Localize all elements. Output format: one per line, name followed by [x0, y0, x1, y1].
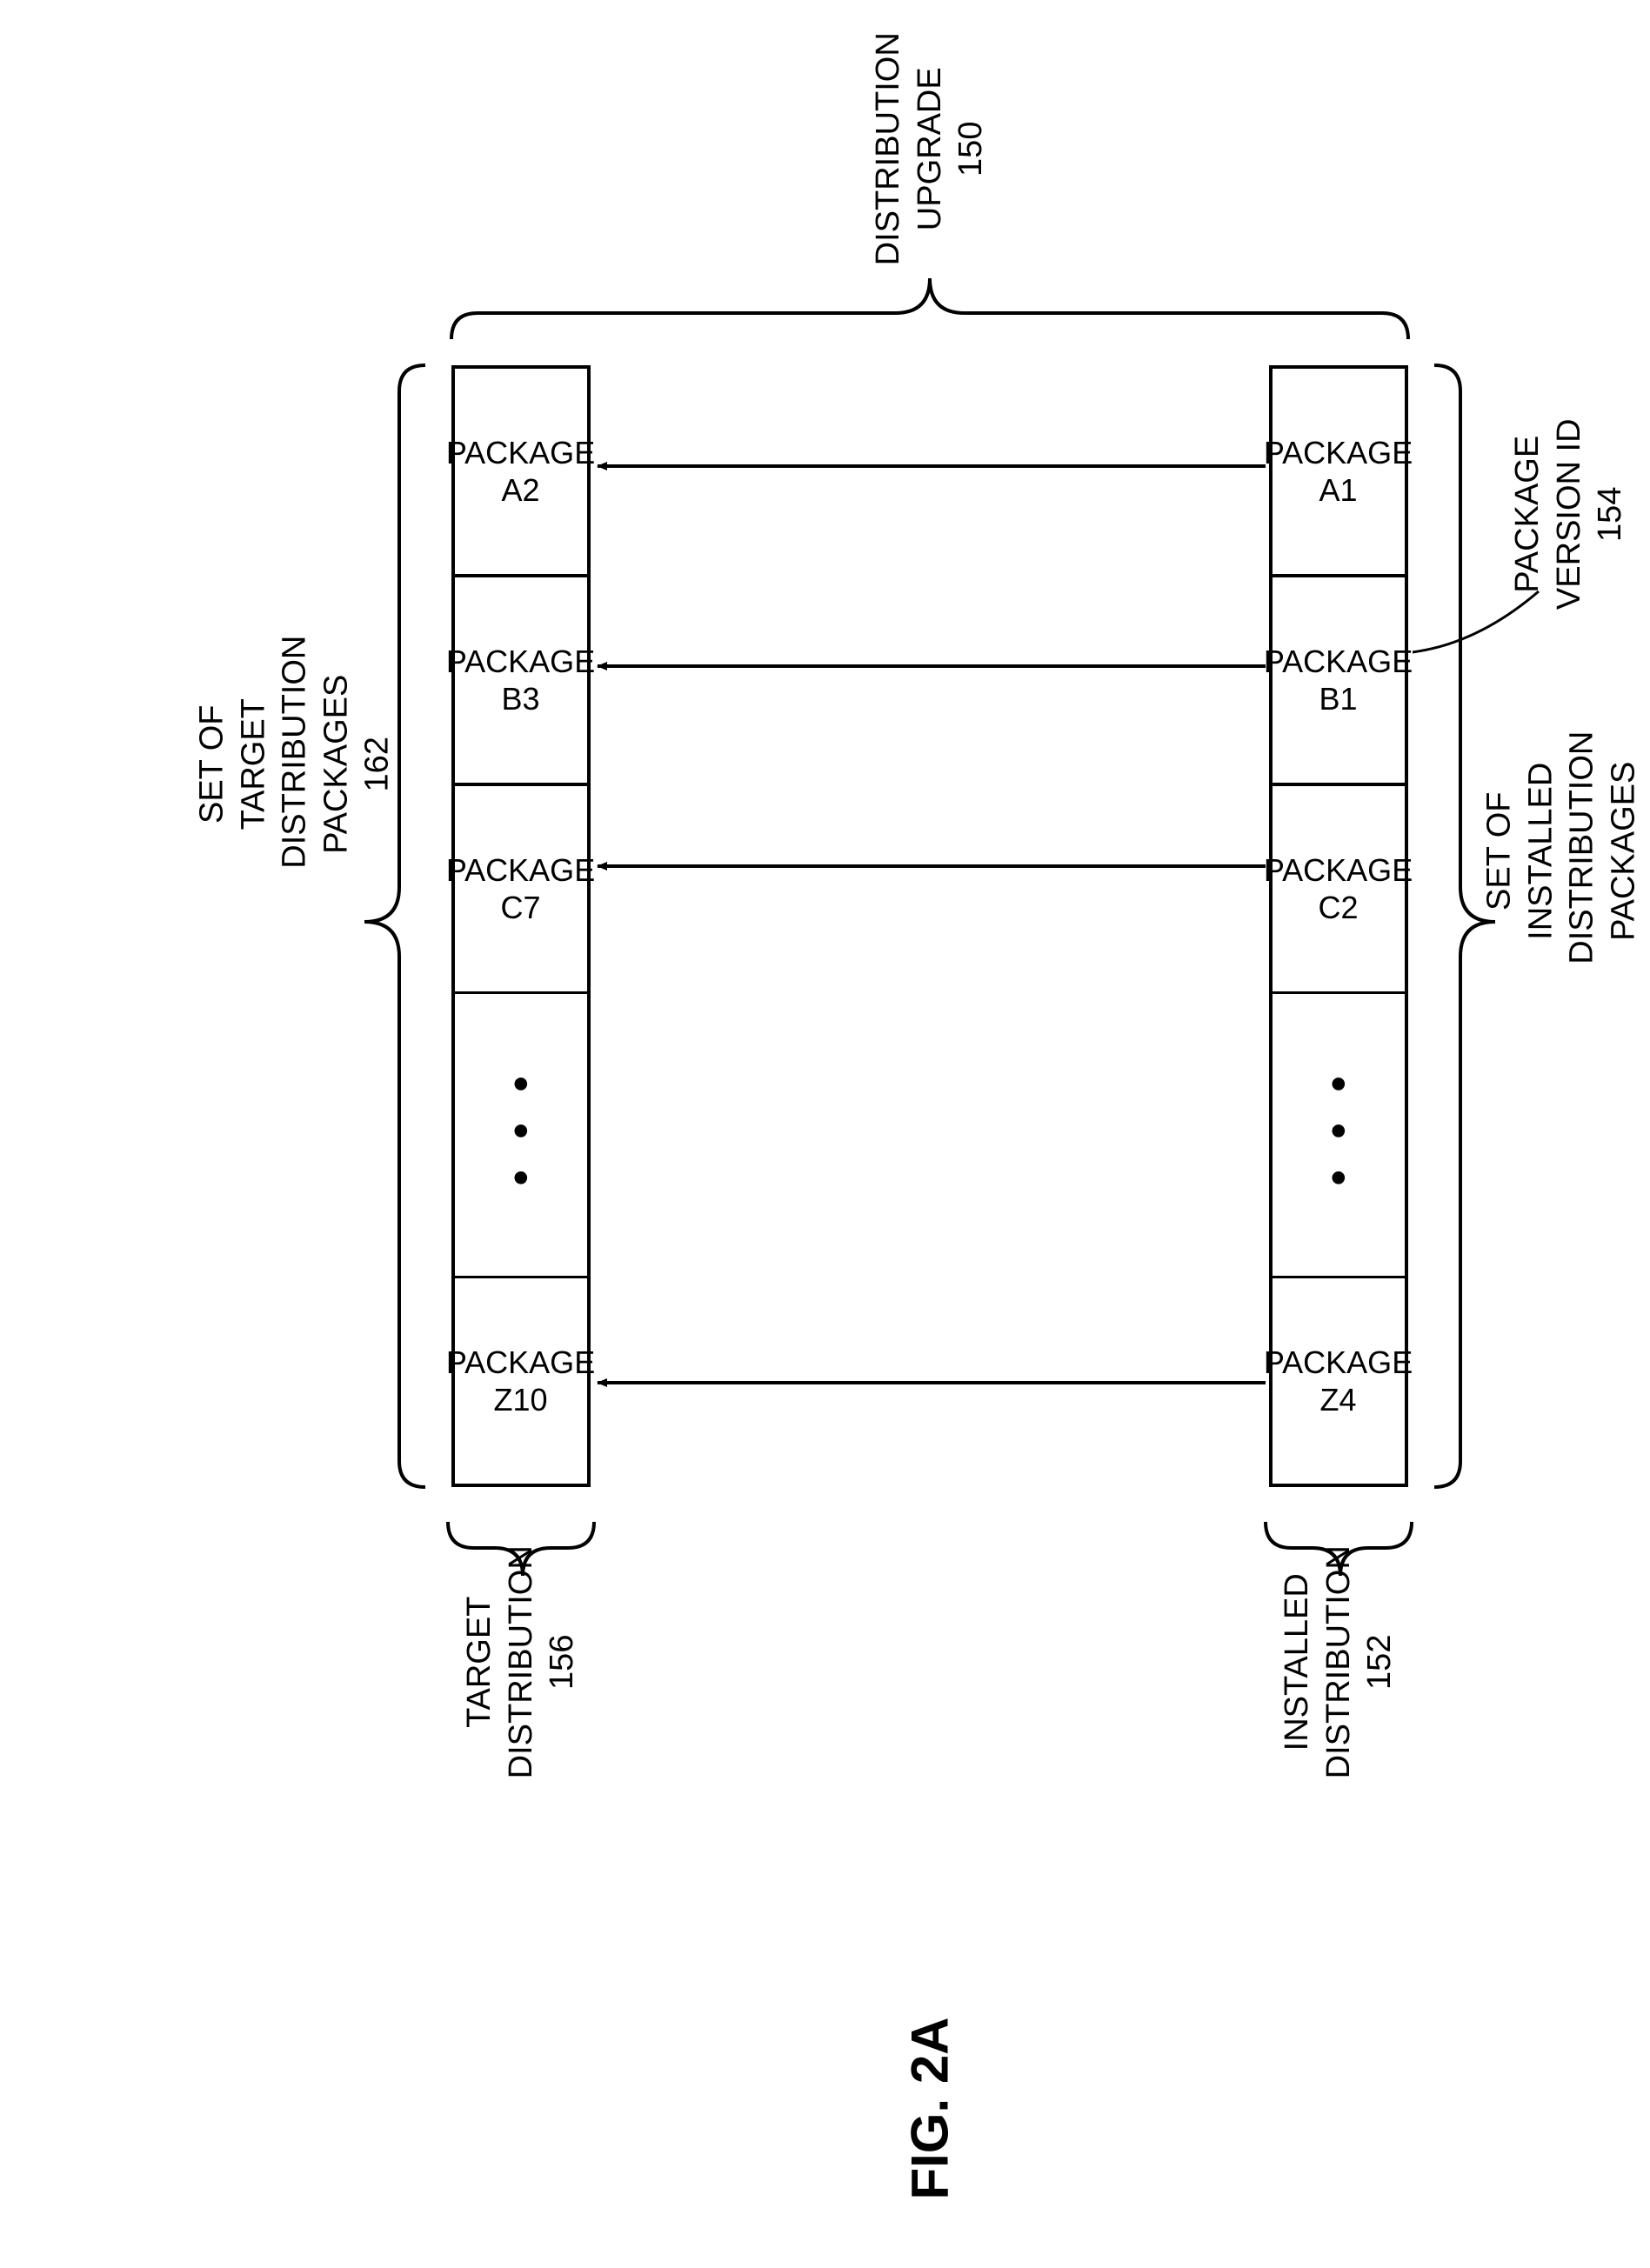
- target-pkg-a: PACKAGE A2: [455, 369, 587, 577]
- target-pkg-ellipsis: • • •: [455, 994, 587, 1278]
- label-target-set: SET OF TARGET DISTRIBUTION PACKAGES 162: [191, 660, 398, 869]
- target-pkg-b: PACKAGE B3: [455, 577, 587, 786]
- diagram-canvas: PACKAGE A2 PACKAGE B3 PACKAGE C7 • • • P…: [43, 52, 1608, 2209]
- brace-target-set: [364, 365, 425, 1487]
- label-dist-upgrade: DISTRIBUTION UPGRADE 150: [867, 0, 992, 331]
- installed-distribution-row: PACKAGE A1 PACKAGE B1 PACKAGE C2 • • • P…: [1269, 365, 1408, 1487]
- label-target-dist: TARGET DISTRIBUTION 156: [458, 1514, 583, 1810]
- installed-pkg-z: PACKAGE Z4: [1273, 1278, 1405, 1484]
- installed-pkg-b: PACKAGE B1: [1273, 577, 1405, 786]
- target-distribution-row: PACKAGE A2 PACKAGE B3 PACKAGE C7 • • • P…: [451, 365, 591, 1487]
- target-pkg-z: PACKAGE Z10: [455, 1278, 587, 1484]
- figure-title: FIG. 2A: [899, 1987, 959, 2231]
- label-installed-dist: INSTALLED DISTRIBUTION 152: [1276, 1514, 1400, 1810]
- label-pkg-version: PACKAGE VERSION ID 154: [1506, 405, 1631, 623]
- label-installed-set: SET OF INSTALLED DISTRIBUTION PACKAGES 1…: [1479, 738, 1650, 964]
- installed-pkg-c: PACKAGE C2: [1273, 786, 1405, 994]
- installed-pkg-a: PACKAGE A1: [1273, 369, 1405, 577]
- target-pkg-c: PACKAGE C7: [455, 786, 587, 994]
- installed-pkg-ellipsis: • • •: [1273, 994, 1405, 1278]
